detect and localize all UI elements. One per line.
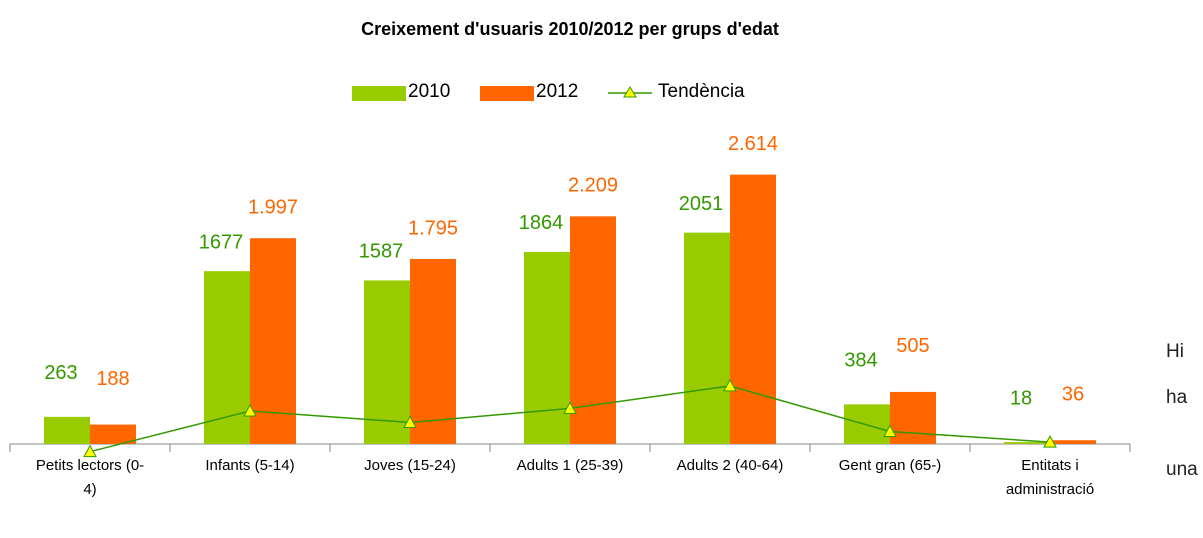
x-tick-label: Adults 2 (40-64) [676, 456, 784, 474]
side-text: Hi [1166, 341, 1184, 362]
bar [44, 416, 90, 444]
legend-label: 2012 [536, 81, 578, 102]
x-tick-label: Adults 1 (25-39) [516, 456, 624, 474]
bar [204, 271, 250, 444]
bar [570, 216, 616, 444]
x-tick-label: Joves (15-24) [364, 456, 456, 474]
data-label: 1.795 [408, 217, 458, 239]
bar [730, 174, 776, 444]
data-label: 36 [1062, 384, 1084, 406]
bar [1004, 442, 1050, 444]
legend-label: Tendència [658, 81, 745, 102]
x-tick-label: Infants (5-14) [205, 456, 295, 474]
bar [364, 280, 410, 444]
trend-marker [403, 415, 417, 429]
legend-swatch [352, 86, 406, 101]
x-tick-label: Entitats i administració [1005, 456, 1095, 498]
side-text: una [1166, 459, 1198, 480]
data-label: 2.209 [568, 175, 618, 197]
data-label: 1587 [359, 241, 404, 263]
data-label: 188 [96, 368, 129, 390]
bar [890, 391, 936, 444]
x-tick-label: Petits lectors (0-4) [35, 456, 145, 498]
bar [90, 424, 136, 444]
data-label: 1864 [519, 212, 564, 234]
data-label: 505 [896, 335, 929, 357]
trend-marker [723, 378, 737, 392]
trend-marker [563, 401, 577, 414]
bar [1050, 440, 1096, 444]
side-text: ha [1166, 387, 1188, 408]
legend-swatch [480, 86, 534, 101]
trend-marker [883, 424, 897, 437]
data-label: 384 [844, 350, 877, 372]
data-label: 263 [44, 362, 77, 384]
data-label: 1677 [199, 231, 244, 253]
bar [410, 259, 456, 444]
data-label: 1.997 [248, 196, 298, 218]
trend-marker [83, 444, 97, 458]
bar [684, 232, 730, 444]
data-label: 18 [1010, 387, 1032, 409]
legend-marker [623, 86, 637, 98]
data-label: 2051 [679, 193, 724, 215]
legend-label: 2010 [408, 81, 450, 102]
bar [524, 251, 570, 444]
trend-marker [1043, 435, 1057, 448]
data-label: 2.614 [728, 133, 778, 155]
x-tick-label: Gent gran (65-) [838, 456, 942, 474]
bar [250, 238, 296, 444]
trend-marker [243, 403, 257, 417]
chart-title: Creixement d'usuaris 2010/2012 per grups… [361, 19, 779, 39]
